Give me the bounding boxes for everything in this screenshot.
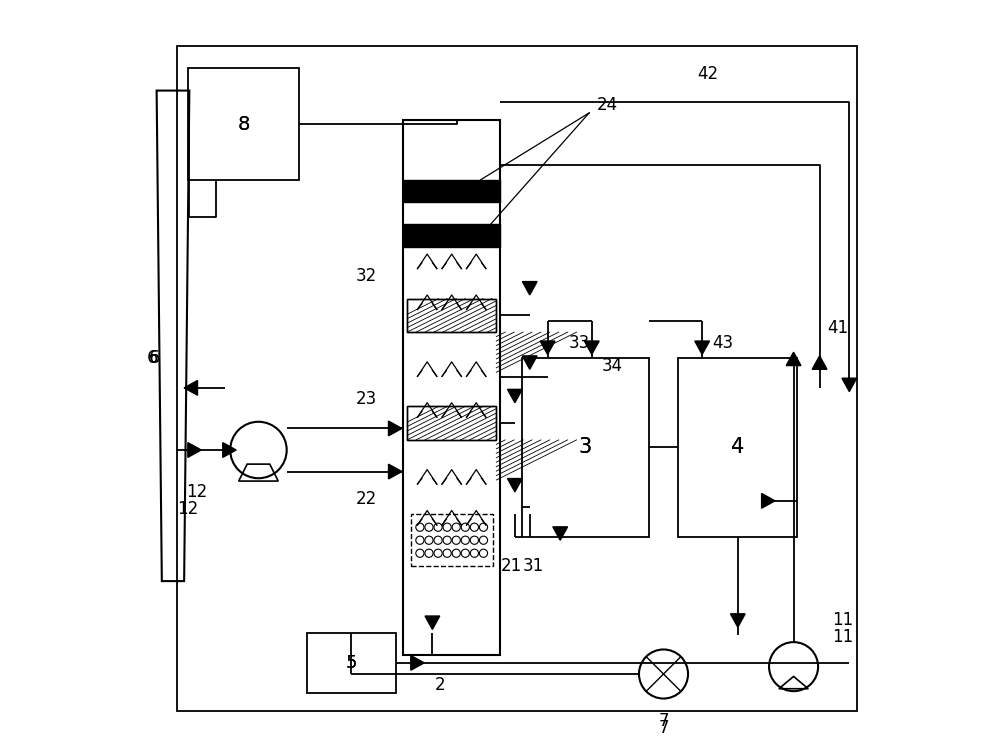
Text: 12: 12 [177, 501, 198, 518]
Polygon shape [695, 341, 710, 354]
Text: 43: 43 [712, 334, 733, 352]
Polygon shape [786, 352, 801, 366]
Text: 24: 24 [597, 96, 618, 114]
Bar [407, 298, 496, 332]
Text: 11: 11 [832, 611, 853, 629]
Bar [177, 46, 857, 711]
Polygon shape [522, 281, 537, 295]
Polygon shape [223, 442, 236, 457]
Text: 33: 33 [569, 334, 590, 352]
Bar [188, 69, 299, 180]
Polygon shape [508, 478, 522, 492]
Text: 3: 3 [579, 437, 592, 457]
Polygon shape [188, 442, 201, 457]
Text: 4: 4 [731, 437, 744, 457]
Text: 7: 7 [658, 719, 669, 737]
Bar [411, 514, 493, 566]
Bar [678, 358, 797, 536]
Text: 2: 2 [434, 676, 445, 695]
Polygon shape [389, 421, 402, 436]
Text: 11: 11 [832, 628, 853, 646]
Text: 8: 8 [237, 115, 250, 134]
Bar [407, 298, 496, 332]
Polygon shape [812, 356, 827, 369]
Polygon shape [425, 616, 440, 630]
Text: 34: 34 [602, 357, 623, 374]
Text: 21: 21 [501, 557, 522, 575]
Polygon shape [762, 493, 775, 508]
Bar [407, 407, 496, 440]
Text: 42: 42 [698, 65, 719, 83]
Polygon shape [389, 464, 402, 479]
Text: 4: 4 [731, 437, 744, 457]
Bar [407, 407, 496, 440]
Text: 6: 6 [146, 349, 158, 367]
Text: 22: 22 [356, 490, 377, 508]
Bar [307, 633, 396, 692]
Text: 7: 7 [658, 712, 669, 730]
Text: 6: 6 [149, 349, 160, 367]
Polygon shape [540, 341, 555, 354]
Polygon shape [522, 356, 537, 369]
Polygon shape [730, 614, 745, 627]
Polygon shape [842, 378, 857, 392]
Polygon shape [584, 341, 599, 354]
Text: 5: 5 [346, 653, 357, 672]
Text: 12: 12 [186, 483, 207, 501]
Polygon shape [184, 380, 198, 395]
Text: 5: 5 [346, 653, 357, 672]
Text: 41: 41 [827, 319, 848, 337]
Text: 23: 23 [356, 390, 377, 408]
Bar [403, 120, 500, 656]
Text: 8: 8 [237, 115, 250, 134]
Text: 31: 31 [523, 557, 544, 575]
Text: 3: 3 [579, 437, 592, 457]
Bar [403, 225, 500, 247]
Polygon shape [508, 389, 522, 403]
Bar [403, 180, 500, 202]
Text: 32: 32 [356, 267, 377, 286]
Bar [522, 358, 649, 536]
Polygon shape [553, 527, 568, 540]
Polygon shape [411, 656, 424, 670]
